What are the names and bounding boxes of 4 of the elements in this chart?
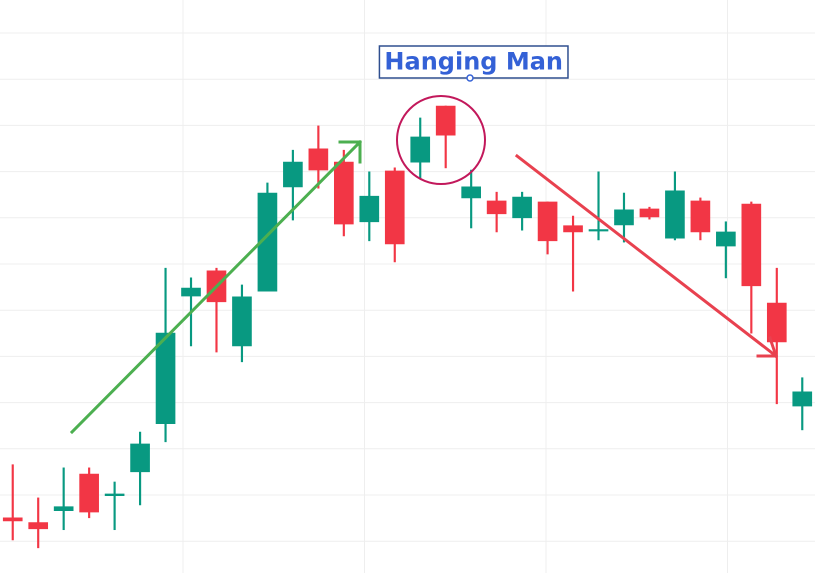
candlestick (54, 468, 74, 530)
text: Hanging Man (384, 47, 563, 76)
candlestick (28, 498, 48, 548)
candlestick (2, 464, 23, 540)
